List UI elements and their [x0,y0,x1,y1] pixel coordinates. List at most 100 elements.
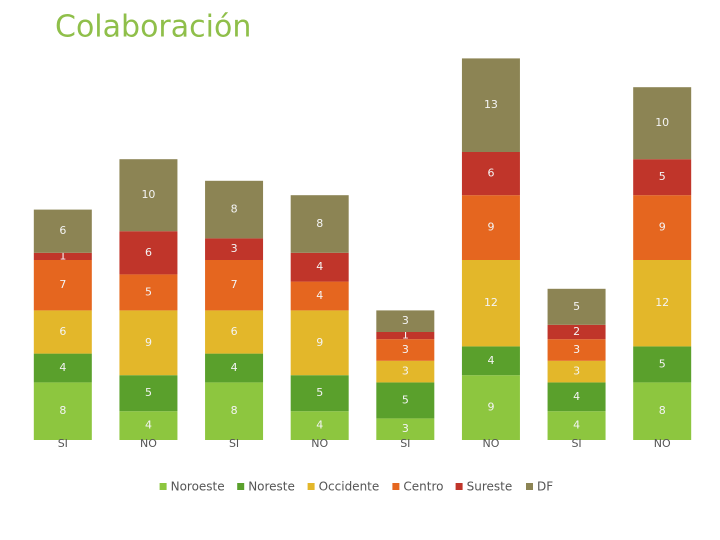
data-label: 4 [145,419,152,432]
legend-swatch [455,483,463,490]
bar-segment [119,159,178,232]
legend-swatch [526,483,533,490]
bar-segment [33,310,92,354]
data-label: 9 [316,336,323,349]
data-label: 5 [659,170,666,183]
data-label: 8 [231,404,238,417]
data-label: 6 [145,246,152,259]
bar-segment [290,195,349,253]
data-label: 5 [659,357,666,370]
bar-segment [633,382,692,440]
bar-segment [461,260,520,347]
data-label: 5 [145,386,152,399]
data-label: 4 [231,361,238,374]
chart-title: Colaboración [55,10,251,45]
x-tick-label: SI [571,437,581,450]
data-label: 3 [231,242,238,255]
bar-segment [205,353,264,383]
bar-segment [633,260,692,347]
data-label: 6 [487,167,494,180]
data-label: 6 [231,325,238,338]
data-label: 10 [655,116,669,129]
data-label: 1 [402,329,409,342]
bar-segment [376,382,435,419]
legend-label: Sureste [467,480,513,494]
data-label: 6 [59,224,66,237]
data-label: 6 [59,325,66,338]
bar-segment [33,353,92,383]
bar-segment [290,252,349,282]
bar-segment [119,310,178,376]
data-label: 9 [145,336,152,349]
bar-segment [376,360,435,383]
bar-segment [290,411,349,440]
bar-segment [376,310,435,332]
data-label: 5 [145,285,152,298]
bar-segment [633,195,692,260]
bar-segment [376,339,435,361]
data-label: 3 [402,343,409,356]
bar-segment [376,418,435,440]
bar-segment [547,288,606,325]
x-tick-label: SI [400,437,410,450]
bar-segment [33,260,92,311]
data-label: 4 [316,289,323,302]
bar-segment [205,260,264,311]
bar-segment [205,238,264,260]
bar-segment [290,375,349,412]
legend-swatch [159,483,167,490]
legend-swatch [237,483,245,490]
data-label: 2 [573,325,580,338]
legend-swatch [307,483,315,490]
data-label: 10 [141,188,155,201]
data-label: 9 [487,401,494,414]
x-tick-label: NO [654,437,671,450]
x-tick-label: NO [311,437,328,450]
data-label: 5 [316,386,323,399]
data-label: 8 [231,203,238,216]
data-label: 13 [484,98,498,111]
legend-label: Occidente [319,480,380,494]
data-label: 4 [487,354,494,367]
data-label: 4 [316,260,323,273]
data-label: 9 [487,221,494,234]
data-label: 5 [402,393,409,406]
x-tick-label: SI [58,437,68,450]
bar-segment [461,375,520,440]
data-label: 1 [59,249,66,262]
legend-label: Noreste [248,480,295,494]
data-label: 3 [402,422,409,435]
bar-segment [633,87,692,160]
bar-segment [633,159,692,196]
data-label: 3 [402,365,409,378]
data-label: 4 [573,390,580,403]
bar-segment [547,360,606,383]
bar-segment [205,310,264,354]
bar-segment [376,332,435,340]
bar-segment [33,382,92,440]
data-label: 3 [573,343,580,356]
bar-segment [633,346,692,383]
x-tick-label: SI [229,437,239,450]
data-label: 7 [59,278,66,291]
bar-segment [461,58,520,152]
bar-segment [33,252,92,260]
data-label: 4 [316,419,323,432]
data-label: 12 [655,296,669,309]
data-label: 8 [316,217,323,230]
bar-segment [461,195,520,260]
legend-label: Centro [403,480,443,494]
bar-segment [290,281,349,311]
bar-segment [33,209,92,253]
bar-segment [547,382,606,412]
data-label: 7 [231,278,238,291]
legend-swatch [392,483,400,490]
bar-segment [461,152,520,196]
legend-label: DF [537,480,553,494]
data-label: 8 [59,404,66,417]
x-tick-label: NO [482,437,499,450]
bar-segment [547,411,606,440]
data-label: 5 [573,300,580,313]
data-label: 3 [573,365,580,378]
